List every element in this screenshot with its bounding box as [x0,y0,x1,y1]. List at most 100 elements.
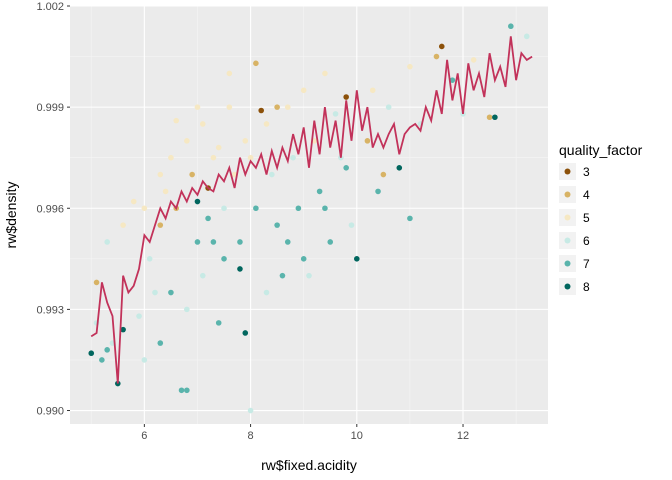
data-point-quality-7 [215,320,222,326]
data-point-quality-7 [343,165,349,171]
data-point-quality-7 [178,387,185,394]
data-point-quality-5 [407,63,413,70]
data-point-quality-7 [237,239,243,245]
data-point-quality-7 [205,215,211,222]
data-point-quality-3 [258,107,265,114]
data-point-quality-7 [295,205,302,212]
data-point-quality-4 [189,171,195,178]
x-tick-label: 10 [351,430,363,442]
data-points [88,23,530,414]
data-point-quality-7 [375,188,381,195]
y-axis-title: rw$density [3,182,19,249]
x-tick-label: 12 [457,430,469,442]
data-point-quality-4 [486,114,493,121]
data-point-quality-7 [279,272,286,279]
data-point-quality-5 [284,104,291,110]
legend-key-3 [564,168,571,175]
data-point-quality-5 [173,117,180,124]
data-point-quality-6 [221,205,227,212]
legend-label-3: 3 [583,165,590,179]
data-point-quality-5 [141,205,148,212]
data-point-quality-4 [253,60,259,67]
data-point-quality-6 [104,239,110,245]
data-point-quality-6 [385,104,392,110]
x-tick-label: 6 [141,430,147,442]
legend-key-8 [564,283,571,290]
data-point-quality-7 [168,289,174,296]
data-point-quality-5 [194,104,201,110]
data-point-quality-5 [322,70,328,77]
legend-key-7 [564,260,571,267]
data-point-quality-5 [247,154,254,161]
data-point-quality-7 [316,188,323,195]
data-point-quality-3 [438,43,445,50]
data-point-quality-3 [343,94,349,100]
data-point-quality-6 [269,171,275,178]
data-point-quality-4 [274,104,280,110]
data-point-quality-5 [215,144,222,151]
legend-label-7: 7 [583,257,590,271]
data-point-quality-8 [237,266,243,272]
data-point-quality-6 [184,306,190,313]
data-point-quality-6 [199,272,206,279]
data-point-quality-7 [253,205,259,212]
data-point-quality-5 [210,154,217,161]
legend-label-5: 5 [583,211,590,225]
data-point-quality-7 [194,239,201,245]
data-point-quality-7 [99,357,105,363]
data-point-quality-8 [396,165,403,171]
x-axis-ticks: 6 8 10 12 [141,424,469,442]
data-point-quality-5 [120,222,126,228]
data-point-quality-6 [306,272,312,279]
data-point-quality-8 [492,114,498,121]
data-point-quality-5 [369,87,376,94]
data-point-quality-6 [523,33,530,40]
data-point-quality-6 [290,154,296,161]
legend-key-4 [564,191,571,198]
data-point-quality-6 [146,256,153,262]
data-point-quality-5 [263,121,270,127]
data-point-quality-8 [242,330,249,336]
data-point-quality-8 [194,198,201,205]
data-point-quality-7 [184,387,190,394]
legend: quality_factor 3 4 5 6 7 8 [559,142,643,295]
mean-density-line [90,36,533,384]
x-tick-label: 8 [248,430,254,442]
data-point-quality-8 [120,326,126,333]
data-point-quality-6 [263,289,270,296]
data-point-quality-6 [152,289,158,296]
data-point-quality-7 [210,239,217,245]
y-tick-label: 0.990 [36,406,64,418]
legend-title: quality_factor [559,142,643,158]
data-point-quality-5 [162,188,169,195]
data-point-quality-7 [508,23,514,30]
data-point-quality-5 [157,171,164,178]
y-tick-label: 0.993 [36,304,64,316]
legend-label-6: 6 [583,234,590,248]
data-point-quality-5 [242,138,249,144]
data-point-quality-5 [199,121,206,127]
data-point-quality-4 [364,138,371,144]
data-point-quality-7 [104,347,110,353]
data-point-quality-7 [284,239,291,245]
data-point-quality-5 [226,70,233,77]
data-point-quality-7 [157,340,164,346]
data-point-quality-5 [470,57,477,63]
data-point-quality-5 [168,154,174,161]
y-tick-label: 0.999 [36,102,64,114]
legend-key-5 [564,214,571,221]
data-point-quality-7 [322,205,328,212]
data-point-quality-6 [247,407,254,414]
y-tick-label: 0.996 [36,203,64,215]
data-point-quality-7 [221,256,227,262]
data-point-quality-5 [226,104,233,110]
y-axis-ticks: 0.990 0.993 0.996 0.999 1.002 [36,1,70,418]
legend-label-8: 8 [583,280,590,294]
data-point-quality-7 [300,256,307,262]
data-point-quality-6 [136,313,142,319]
data-point-quality-4 [93,279,100,286]
data-point-quality-5 [130,198,137,205]
data-point-quality-4 [380,171,387,178]
legend-key-6 [564,237,571,244]
major-gridlines [70,5,548,424]
